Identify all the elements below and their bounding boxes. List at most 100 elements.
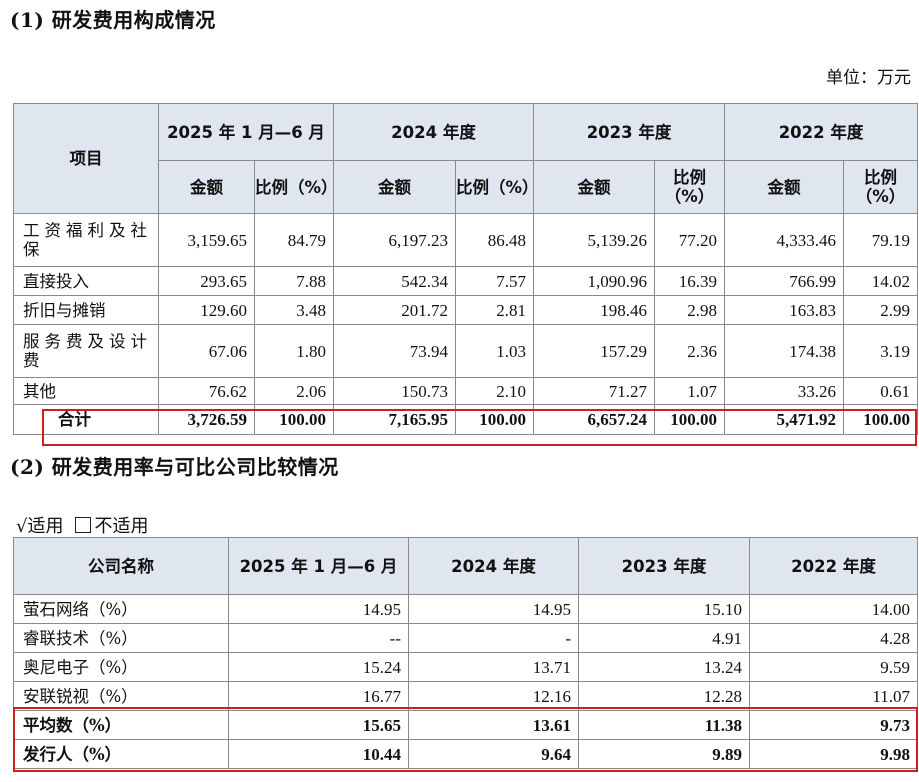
ratio-cell: 7.88 — [254, 266, 334, 296]
rd-expense-composition-table: 项目 2025 年 1 月—6 月 2024 年度 2023 年度 2022 年… — [13, 103, 919, 435]
rate-cell: 15.10 — [578, 594, 750, 624]
company-name: 发行人（%） — [13, 739, 229, 769]
period-header: 2022 年度 — [724, 103, 919, 161]
amount-cell: 71.27 — [533, 377, 656, 405]
rate-cell: 15.65 — [228, 710, 409, 740]
period-header: 2023 年度 — [578, 537, 750, 595]
checkbox-icon — [75, 517, 92, 533]
ratio-cell: 1.03 — [454, 324, 535, 378]
total-row: 合计 3,726.59 100.00 7,165.95 100.00 6,657… — [13, 404, 919, 435]
section-1-heading: (1) 研发费用构成情况 — [10, 8, 216, 32]
rate-cell: 13.61 — [408, 710, 579, 740]
ratio-cell: 0.61 — [843, 377, 919, 405]
ratio-cell: 100.00 — [254, 404, 334, 435]
company-header: 公司名称 — [13, 537, 229, 595]
table-row: 其他 76.62 2.06 150.73 2.10 71.27 1.07 33.… — [13, 377, 919, 405]
ratio-cell: 86.48 — [454, 213, 535, 267]
total-label: 合计 — [13, 404, 159, 435]
amount-cell: 76.62 — [158, 377, 255, 405]
rate-cell: 9.73 — [749, 710, 918, 740]
ratio-cell: 3.48 — [254, 295, 334, 325]
rate-cell: 12.16 — [408, 681, 579, 711]
rate-cell: 14.95 — [408, 594, 579, 624]
amount-cell: 6,657.24 — [533, 404, 656, 435]
table-row: 萤石网络（%） 14.95 14.95 15.10 14.00 — [13, 594, 918, 624]
ratio-cell: 2.98 — [654, 295, 726, 325]
applicable-option: √适用 — [16, 516, 64, 537]
rate-cell: 16.77 — [228, 681, 409, 711]
unit-label: 单位：万元 — [826, 68, 911, 88]
item-name: 其他 — [13, 377, 159, 405]
amount-header: 金额 — [533, 160, 656, 214]
rate-cell: 9.64 — [408, 739, 579, 769]
rate-cell: 4.28 — [749, 623, 918, 653]
amount-header: 金额 — [158, 160, 255, 214]
item-header: 项目 — [13, 103, 159, 214]
amount-cell: 67.06 — [158, 324, 255, 378]
table-row: 直接投入 293.65 7.88 542.34 7.57 1,090.96 16… — [13, 266, 919, 296]
amount-cell: 201.72 — [333, 295, 456, 325]
amount-cell: 3,159.65 — [158, 213, 255, 267]
ratio-cell: 7.57 — [454, 266, 535, 296]
ratio-cell: 1.07 — [654, 377, 726, 405]
ratio-cell: 84.79 — [254, 213, 334, 267]
amount-cell: 4,333.46 — [724, 213, 845, 267]
rate-cell: 10.44 — [228, 739, 409, 769]
rate-cell: 9.89 — [578, 739, 750, 769]
amount-cell: 542.34 — [333, 266, 456, 296]
amount-cell: 1,090.96 — [533, 266, 656, 296]
company-name: 奥尼电子（%） — [13, 652, 229, 682]
ratio-cell: 2.99 — [843, 295, 919, 325]
amount-cell: 174.38 — [724, 324, 845, 378]
table-row: 工资福利及社保 3,159.65 84.79 6,197.23 86.48 5,… — [13, 213, 919, 267]
company-name: 睿联技术（%） — [13, 623, 229, 653]
ratio-cell: 100.00 — [454, 404, 535, 435]
ratio-cell: 14.02 — [843, 266, 919, 296]
table-row: 安联锐视（%） 16.77 12.16 12.28 11.07 — [13, 681, 918, 711]
ratio-header: 比例（%） — [454, 160, 539, 214]
company-name: 安联锐视（%） — [13, 681, 229, 711]
ratio-cell: 3.19 — [843, 324, 919, 378]
table-row: 折旧与摊销 129.60 3.48 201.72 2.81 198.46 2.9… — [13, 295, 919, 325]
table-row: 奥尼电子（%） 15.24 13.71 13.24 9.59 — [13, 652, 918, 682]
rate-cell: 12.28 — [578, 681, 750, 711]
rate-cell: 13.24 — [578, 652, 750, 682]
ratio-cell: 2.06 — [254, 377, 334, 405]
amount-cell: 163.83 — [724, 295, 845, 325]
ratio-cell: 16.39 — [654, 266, 726, 296]
not-applicable-option: 不适用 — [94, 516, 149, 537]
rate-cell: 11.07 — [749, 681, 918, 711]
rate-cell: 11.38 — [578, 710, 750, 740]
item-name: 折旧与摊销 — [13, 295, 159, 325]
amount-cell: 5,139.26 — [533, 213, 656, 267]
amount-cell: 150.73 — [333, 377, 456, 405]
ratio-cell: 2.36 — [654, 324, 726, 378]
amount-cell: 7,165.95 — [333, 404, 456, 435]
ratio-header: 比例（%） — [843, 160, 919, 214]
rate-cell: 14.00 — [749, 594, 918, 624]
amount-cell: 293.65 — [158, 266, 255, 296]
amount-cell: 3,726.59 — [158, 404, 255, 435]
amount-header: 金额 — [724, 160, 845, 214]
ratio-cell: 100.00 — [654, 404, 726, 435]
table-row: 服务费及设计费 67.06 1.80 73.94 1.03 157.29 2.3… — [13, 324, 919, 378]
rate-cell: 9.98 — [749, 739, 918, 769]
ratio-cell: 77.20 — [654, 213, 726, 267]
amount-cell: 129.60 — [158, 295, 255, 325]
amount-cell: 6,197.23 — [333, 213, 456, 267]
rate-cell: 13.71 — [408, 652, 579, 682]
item-name: 服务费及设计费 — [13, 324, 159, 378]
rd-expense-ratio-comparison-table: 公司名称 2025 年 1 月—6 月 2024 年度 2023 年度 2022… — [13, 537, 918, 769]
amount-header: 金额 — [333, 160, 456, 214]
rate-cell: 15.24 — [228, 652, 409, 682]
ratio-cell: 100.00 — [843, 404, 919, 435]
ratio-cell: 1.80 — [254, 324, 334, 378]
period-header: 2025 年 1 月—6 月 — [158, 103, 334, 161]
amount-cell: 5,471.92 — [724, 404, 845, 435]
item-name: 直接投入 — [13, 266, 159, 296]
amount-cell: 198.46 — [533, 295, 656, 325]
period-header: 2025 年 1 月—6 月 — [228, 537, 409, 595]
ratio-cell: 2.10 — [454, 377, 535, 405]
ratio-header: 比例（%） — [254, 160, 338, 214]
rate-cell: 14.95 — [228, 594, 409, 624]
